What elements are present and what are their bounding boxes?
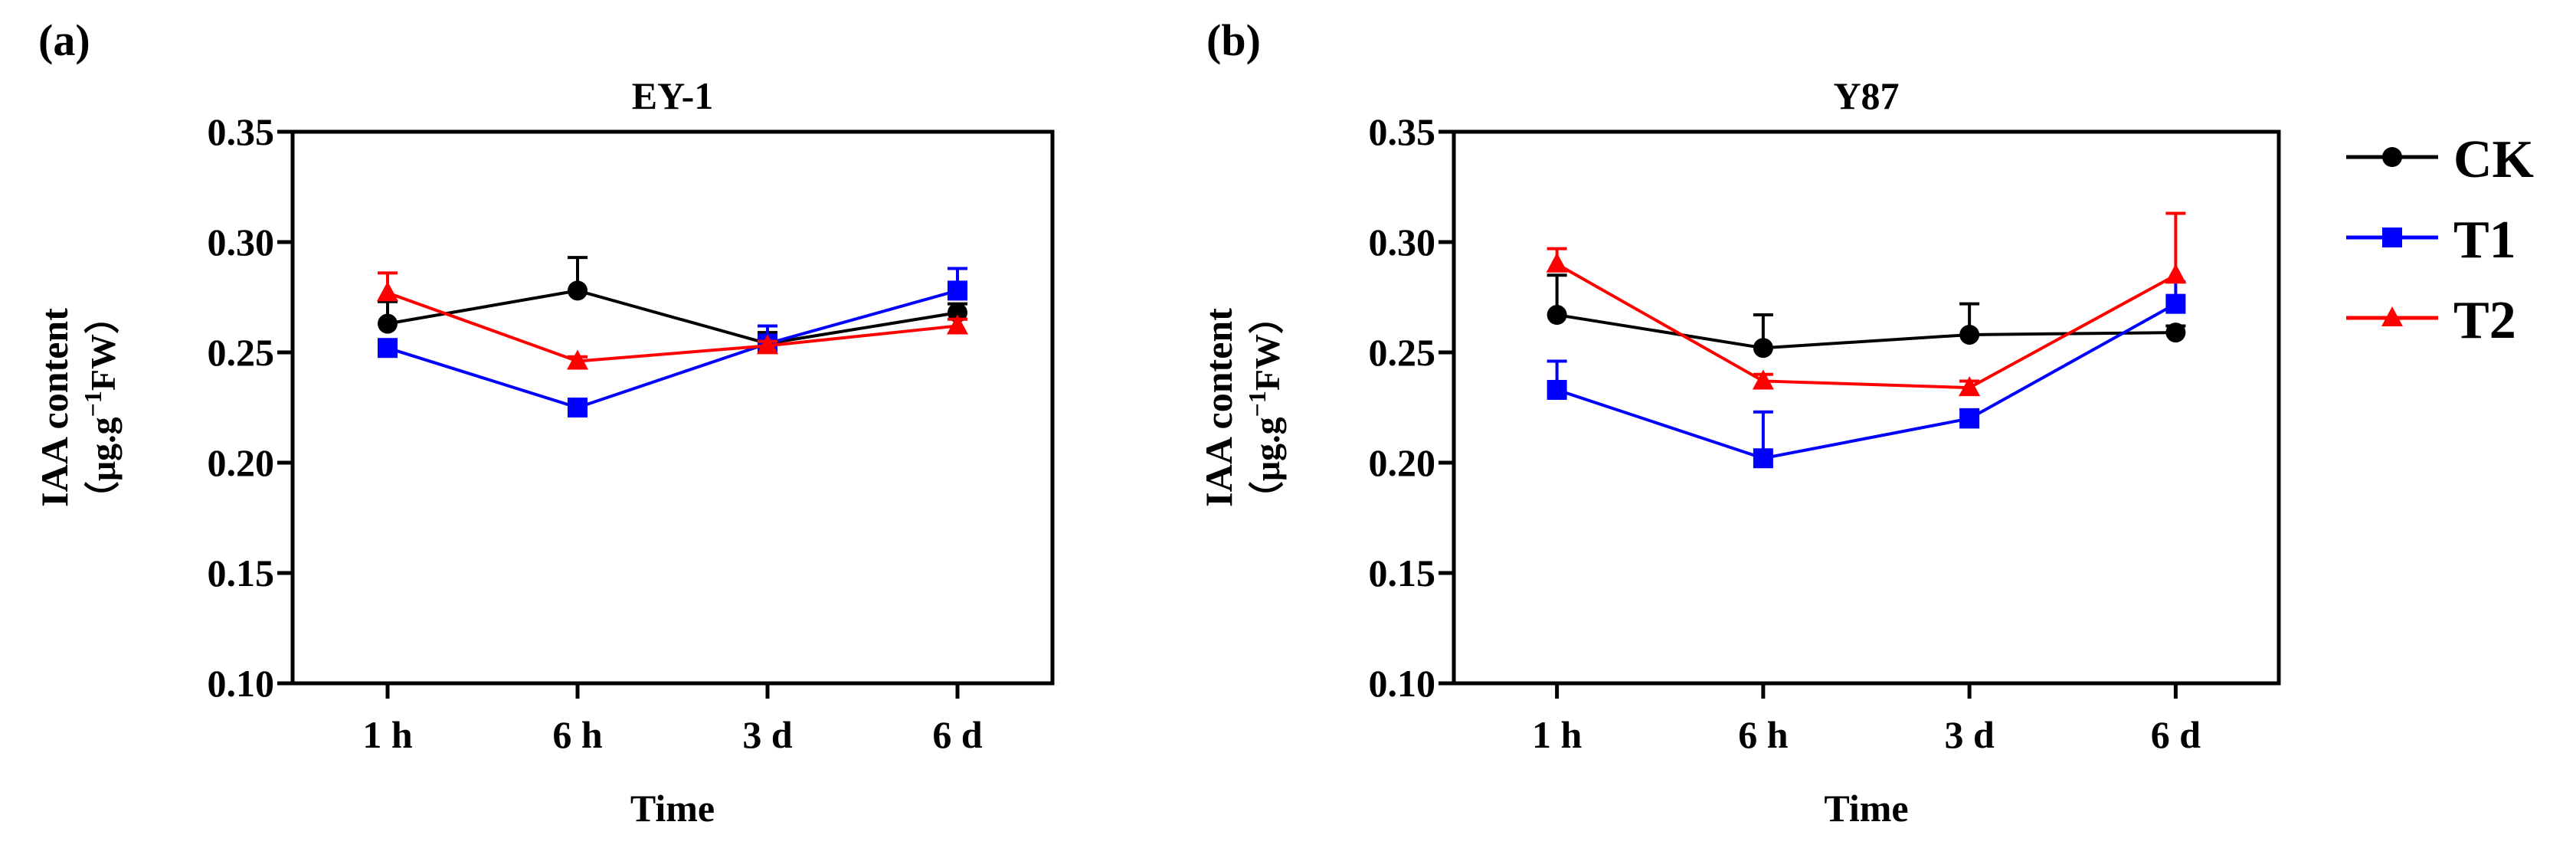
data-point-t2	[1546, 252, 1568, 273]
data-point-t2	[1959, 376, 1981, 397]
data-point-t1	[1959, 408, 1980, 429]
x-tick-label: 3 d	[742, 713, 793, 756]
data-point-t2	[757, 334, 778, 355]
y-axis-title-sup: −1	[1243, 391, 1271, 417]
data-point-ck	[568, 280, 588, 301]
plot-frame	[290, 129, 1055, 686]
y-tick-label: 0.30	[1369, 221, 1436, 264]
data-point-t2	[2165, 264, 2187, 284]
data-point-t1	[378, 338, 398, 359]
legend-marker-t1	[2382, 228, 2402, 247]
data-point-ck	[1547, 305, 1567, 326]
y-tick-label: 0.15	[208, 552, 275, 594]
y-axis-title-open: （μg.g	[1248, 417, 1287, 516]
x-tick-label: 1 h	[362, 713, 413, 756]
y-axis-title-line1: IAA content	[1197, 308, 1240, 507]
chart-title: EY-1	[632, 74, 714, 117]
series-ck	[1547, 273, 2186, 359]
y-tick-label: 0.25	[1369, 331, 1436, 374]
data-point-ck	[2165, 323, 2186, 343]
data-point-t2	[567, 349, 588, 370]
y-tick-label: 0.35	[1369, 110, 1436, 153]
y-tick-label: 0.20	[1369, 441, 1436, 484]
series-t2	[1546, 211, 2187, 397]
data-point-ck	[378, 313, 398, 334]
y-axis-title-close: FW）	[83, 299, 123, 391]
series-ck	[378, 256, 967, 354]
y-tick-label: 0.35	[208, 110, 275, 153]
panel-a: (a) EY-1 0.10 0.15 0.20 0.25 0.30 0.35 1 h 6 h 3 d…	[33, 15, 1055, 830]
series-line-t1	[1556, 302, 2177, 460]
data-point-t2	[947, 314, 968, 335]
legend-label-t2: T2	[2453, 291, 2516, 350]
data-point-t1	[2165, 293, 2186, 314]
x-tick-label: 3 d	[1944, 713, 1995, 756]
series-line-t2	[387, 291, 958, 363]
y-axis-title-open: （μg.g	[83, 417, 123, 516]
x-axis-title: Time	[1824, 787, 1908, 830]
plot-frame	[1452, 129, 2281, 686]
panel-label: (a)	[38, 15, 90, 65]
data-point-t1	[1753, 448, 1773, 469]
data-point-t1	[1547, 379, 1567, 400]
y-axis-title-line2: （μg.g−1FW）	[79, 299, 123, 516]
series-t2	[377, 271, 968, 370]
y-tick-label: 0.25	[208, 331, 275, 374]
y-axis-title-line2: （μg.g−1FW）	[1243, 299, 1287, 516]
data-point-ck	[1753, 338, 1773, 359]
x-axis-title: Time	[630, 787, 715, 830]
chart-title: Y87	[1833, 74, 1899, 117]
series-line-t2	[1556, 263, 2177, 390]
y-tick-label: 0.15	[1369, 552, 1436, 594]
series-line-t1	[387, 289, 958, 410]
panel-b: (b) Y87 0.10 0.15 0.20 0.25 0.30 0.35 1 h 6 h 3 d 6…	[1197, 15, 2281, 830]
series-line-ck	[1556, 313, 2176, 350]
y-tick-label: 0.10	[208, 662, 275, 705]
x-tick-label: 6 d	[932, 713, 983, 756]
x-tick-label: 6 h	[1738, 713, 1789, 756]
series-t1	[378, 267, 967, 417]
legend: CK T1 T2	[2346, 130, 2534, 350]
data-point-t1	[568, 398, 588, 417]
y-axis-title-line1: IAA content	[33, 308, 76, 507]
x-tick-label: 1 h	[1532, 713, 1583, 756]
legend-label-ck: CK	[2453, 130, 2534, 189]
series-t1	[1547, 280, 2186, 469]
y-axis-title-close: FW）	[1248, 299, 1287, 391]
y-tick-label: 0.30	[208, 221, 275, 264]
x-tick-label: 6 h	[552, 713, 603, 756]
legend-label-t1: T1	[2453, 211, 2516, 270]
panel-label: (b)	[1206, 15, 1261, 65]
legend-marker-ck	[2382, 147, 2402, 167]
y-tick-label: 0.20	[208, 441, 275, 484]
data-point-t2	[1752, 369, 1774, 390]
legend-marker-t2	[2381, 306, 2403, 326]
data-point-t2	[377, 281, 398, 302]
data-point-ck	[1959, 324, 1980, 345]
data-point-t1	[948, 280, 967, 301]
y-axis-title-sup: −1	[79, 391, 106, 417]
data-point-ck	[948, 303, 967, 323]
x-tick-label: 6 d	[2151, 713, 2201, 756]
series-line-ck	[387, 289, 958, 345]
y-tick-label: 0.10	[1369, 662, 1436, 705]
